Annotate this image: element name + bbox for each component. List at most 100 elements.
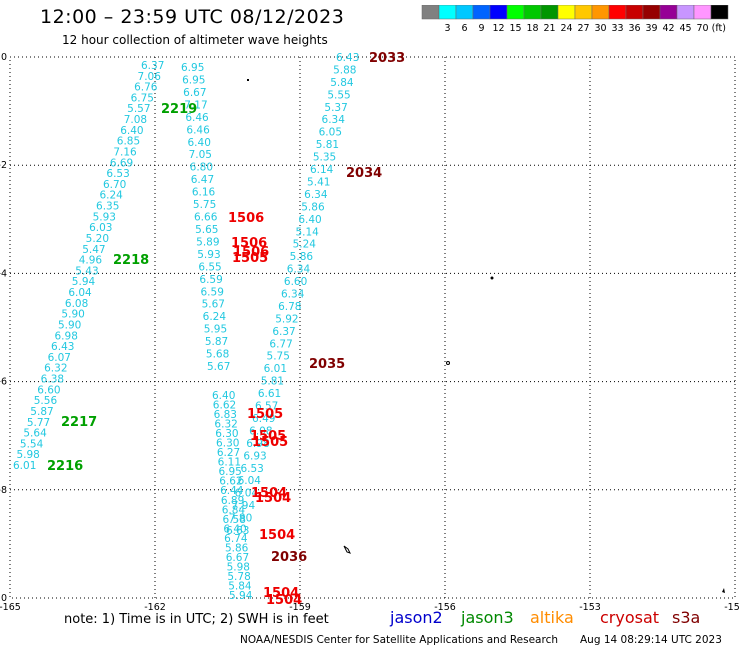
track-a-value: 6.60 bbox=[37, 384, 60, 396]
track-b-value: 6.95 bbox=[181, 62, 204, 74]
scale-label: 24 bbox=[560, 23, 572, 34]
island bbox=[446, 361, 450, 365]
legend-altika: altika bbox=[530, 608, 574, 627]
track-d-value: 6.57 bbox=[255, 401, 278, 413]
scale-label: 39 bbox=[645, 23, 657, 34]
time-label: 2216 bbox=[47, 459, 83, 474]
time-label: 2218 bbox=[113, 253, 149, 268]
track-d-value: 5.41 bbox=[307, 176, 330, 188]
track-b-value: 6.46 bbox=[185, 112, 209, 124]
track-b-value: 7.05 bbox=[189, 149, 212, 161]
track-a-value: 6.40 bbox=[120, 125, 143, 137]
track-b-value: 6.66 bbox=[194, 212, 218, 224]
x-tick-label: -156 bbox=[434, 602, 456, 610]
legend-jason3: jason3 bbox=[461, 608, 514, 627]
track-b-value: 5.65 bbox=[195, 224, 218, 236]
track-d-value: 5.75 bbox=[267, 351, 290, 363]
track-a-value: 6.24 bbox=[99, 190, 123, 202]
track-b-value: 5.67 bbox=[202, 299, 225, 311]
track-a-value: 7.08 bbox=[124, 114, 147, 126]
track-a-value: 5.98 bbox=[16, 449, 39, 461]
track-a-value: 4.96 bbox=[79, 255, 103, 267]
track-d-value: 6.77 bbox=[269, 338, 292, 350]
track-a-value: 5.90 bbox=[61, 309, 84, 321]
scale-label: 15 bbox=[509, 23, 521, 34]
x-tick-label: -165 bbox=[0, 602, 21, 610]
scale-label: 3 bbox=[444, 23, 450, 34]
track-d-value: 6.53 bbox=[240, 463, 263, 475]
x-tick-label: -150 bbox=[724, 602, 740, 610]
scale-label: 30 bbox=[594, 23, 606, 34]
track-b-value: 6.95 bbox=[182, 74, 205, 86]
time-label: 1504 bbox=[266, 593, 302, 608]
time-label: 1506 bbox=[233, 245, 269, 260]
island bbox=[247, 79, 249, 81]
track-c-value: 6.62 bbox=[213, 400, 236, 412]
track-c-value: 5.94 bbox=[229, 590, 253, 602]
track-b-value: 5.87 bbox=[205, 336, 228, 348]
track-d-value: 6.04 bbox=[238, 475, 262, 487]
track-a-value: 5.47 bbox=[82, 244, 105, 256]
track-c-value: 6.30 bbox=[215, 428, 238, 440]
map-subtitle: 12 hour collection of altimeter wave hei… bbox=[62, 33, 328, 47]
track-d-value: 5.81 bbox=[316, 139, 339, 151]
track-d-value: 6.98 bbox=[246, 438, 269, 450]
track-a-value: 5.77 bbox=[27, 417, 50, 429]
y-tick-label: -10 bbox=[0, 593, 7, 604]
time-label: 2217 bbox=[61, 415, 97, 430]
track-d-value: 5.14 bbox=[295, 226, 319, 238]
track-a-value: 6.08 bbox=[65, 298, 88, 310]
scale-swatch bbox=[710, 5, 729, 20]
track-a-value: 6.37 bbox=[141, 60, 164, 72]
track-a-value: 5.90 bbox=[58, 319, 81, 331]
y-tick-label: -8 bbox=[0, 485, 7, 496]
track-c-value: 6.95 bbox=[218, 466, 241, 478]
track-d-value: 6.34 bbox=[281, 289, 305, 301]
track-c-value: 5.98 bbox=[227, 561, 250, 573]
time-label: 2033 bbox=[369, 51, 405, 66]
track-b-value: 6.59 bbox=[201, 286, 224, 298]
time-label: 2035 bbox=[309, 357, 345, 372]
x-tick-label: -153 bbox=[579, 602, 601, 610]
track-d-value: 6.14 bbox=[310, 164, 334, 176]
track-a-value: 5.54 bbox=[20, 438, 44, 450]
track-b-value: 5.93 bbox=[197, 249, 220, 261]
color-scale: 3 6 9 12 15 18 21 24 27 30 33 36 39 42 45 70 (ft) bbox=[421, 5, 729, 34]
track-d-value: 6.40 bbox=[298, 214, 321, 226]
map-frame bbox=[9, 56, 736, 599]
track-d-value: 6.37 bbox=[272, 326, 295, 338]
track-b-value: 6.46 bbox=[186, 124, 210, 136]
track-d-value: 6.49 bbox=[252, 413, 275, 425]
track-c-value: 6.40 bbox=[223, 523, 246, 535]
scale-label: 36 bbox=[628, 23, 640, 34]
y-tick-label: -6 bbox=[0, 377, 7, 388]
track-c-value: 6.44 bbox=[220, 485, 244, 497]
track-d-value: 6.34 bbox=[304, 189, 328, 201]
y-tick-label: -2 bbox=[0, 160, 7, 171]
y-tick-label: -4 bbox=[0, 268, 7, 279]
track-b-value: 6.55 bbox=[198, 261, 221, 273]
time-label: 1504 bbox=[259, 528, 295, 543]
track-b-value: 6.47 bbox=[191, 174, 214, 186]
track-d-value: 7.80 bbox=[229, 513, 252, 525]
track-b-value: 5.89 bbox=[196, 236, 219, 248]
track-a-value: 5.57 bbox=[127, 103, 150, 115]
scale-label: 9 bbox=[478, 23, 484, 34]
track-d-value: 5.86 bbox=[290, 251, 314, 263]
track-c-value: 6.74 bbox=[224, 533, 248, 545]
island bbox=[490, 276, 494, 280]
track-c-value: 6.83 bbox=[214, 409, 237, 421]
track-c-value: 6.11 bbox=[218, 457, 241, 469]
track-d-value: 6.43 bbox=[336, 52, 359, 64]
time-label: 1505 bbox=[247, 407, 283, 422]
track-b-value: 5.95 bbox=[204, 324, 227, 336]
track-a-value: 5.64 bbox=[23, 428, 47, 440]
legend-jason2: jason2 bbox=[390, 608, 443, 627]
scale-label: 45 bbox=[679, 23, 691, 34]
track-a-value: 6.53 bbox=[106, 168, 129, 180]
track-b-value: 5.67 bbox=[207, 361, 230, 373]
track-d-value: 5.35 bbox=[313, 152, 336, 164]
track-a-value: 5.93 bbox=[93, 211, 116, 223]
scale-label: 18 bbox=[526, 23, 538, 34]
time-label: 2219 bbox=[161, 102, 197, 117]
